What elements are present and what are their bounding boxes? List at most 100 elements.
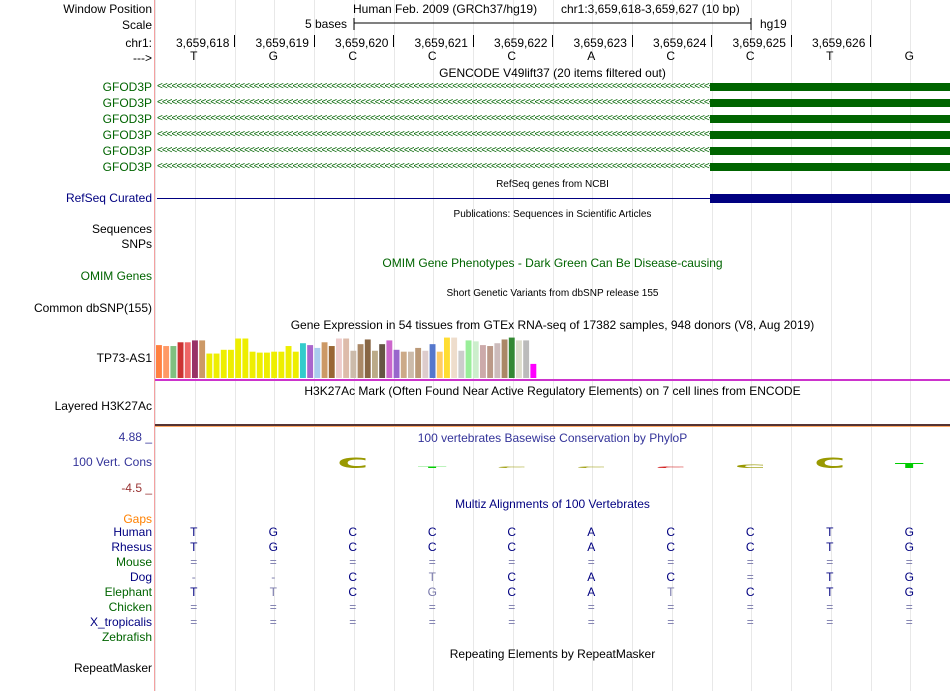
conservation-ymax: 4.88 _	[118, 430, 152, 444]
multiz-base: =	[190, 600, 198, 614]
gtex-tissue-bar[interactable]	[343, 338, 350, 378]
gencode-intron-arrows[interactable]: <<<<<<<<<<<<<<<<<<<<<<<<<<<<<<<<<<<<<<<<…	[157, 99, 710, 107]
gtex-tissue-bar[interactable]	[156, 345, 162, 378]
gtex-tissue-bar[interactable]	[271, 351, 278, 378]
multiz-species-label[interactable]: Dog	[129, 570, 152, 584]
gtex-tissue-bar[interactable]	[400, 351, 407, 378]
gtex-tissue-bar[interactable]	[444, 337, 450, 378]
gtex-tissue-bar[interactable]	[220, 349, 227, 378]
gtex-tissue-bar[interactable]	[307, 345, 314, 378]
gtex-tissue-bar[interactable]	[508, 337, 515, 378]
gtex-tissue-bar[interactable]	[379, 344, 386, 378]
gtex-tissue-bar[interactable]	[292, 351, 299, 378]
gtex-tissue-bar[interactable]	[278, 351, 285, 378]
refseq-label[interactable]: RefSeq Curated	[65, 191, 152, 205]
conservation-logo[interactable]: CTCCCCCTG	[155, 447, 950, 477]
gencode-exon[interactable]	[710, 131, 950, 139]
gtex-tissue-bar[interactable]	[199, 340, 206, 378]
gtex-tissue-bar[interactable]	[436, 351, 443, 378]
gtex-tissue-bar[interactable]	[350, 350, 357, 378]
sequences-label[interactable]: Sequences	[91, 222, 152, 236]
h3k27ac-label[interactable]: Layered H3K27Ac	[54, 399, 152, 413]
multiz-base: G	[904, 540, 914, 554]
multiz-base: C	[348, 525, 358, 539]
gtex-bar-chart[interactable]	[155, 330, 950, 384]
gtex-tissue-bar[interactable]	[429, 344, 436, 378]
gtex-tissue-bar[interactable]	[163, 346, 170, 378]
gencode-intron-arrows[interactable]: <<<<<<<<<<<<<<<<<<<<<<<<<<<<<<<<<<<<<<<<…	[157, 147, 710, 155]
gencode-item-label[interactable]: GFOD3P	[102, 96, 152, 110]
gtex-tissue-bar[interactable]	[393, 349, 400, 378]
gtex-tissue-bar[interactable]	[530, 363, 537, 378]
gtex-tissue-bar[interactable]	[314, 347, 321, 378]
gtex-tissue-bar[interactable]	[235, 338, 242, 378]
gtex-tissue-bar[interactable]	[192, 340, 198, 378]
gtex-tissue-bar[interactable]	[357, 344, 364, 378]
gtex-tissue-bar[interactable]	[458, 350, 465, 378]
gtex-tissue-bar[interactable]	[285, 346, 292, 378]
gtex-tissue-bar[interactable]	[501, 339, 508, 378]
gtex-tissue-bar[interactable]	[487, 346, 494, 378]
gtex-tissue-bar[interactable]	[451, 337, 458, 378]
gencode-item-label[interactable]: GFOD3P	[102, 160, 152, 174]
gtex-tissue-bar[interactable]	[480, 345, 486, 378]
gtex-tissue-bar[interactable]	[372, 350, 378, 378]
multiz-base: C	[507, 540, 517, 554]
multiz-species-label[interactable]: Zebrafish	[101, 630, 152, 644]
gtex-tissue-bar[interactable]	[364, 339, 371, 378]
gtex-tissue-bar[interactable]	[386, 340, 393, 378]
gtex-tissue-bar[interactable]	[494, 343, 501, 378]
gencode-item-label[interactable]: GFOD3P	[102, 112, 152, 126]
gencode-exon[interactable]	[710, 83, 950, 91]
gtex-tissue-bar[interactable]	[422, 350, 429, 378]
gencode-exon[interactable]	[710, 99, 950, 107]
gtex-tissue-bar[interactable]	[170, 346, 177, 378]
gtex-tissue-bar[interactable]	[256, 352, 263, 378]
dbsnp-label[interactable]: Common dbSNP(155)	[33, 301, 152, 315]
multiz-species-label[interactable]: Chicken	[108, 600, 152, 614]
grid-line	[830, 0, 832, 691]
gtex-tissue-bar[interactable]	[465, 340, 472, 378]
coordinate-tick-label: 3,659,619	[255, 36, 309, 50]
snps-label[interactable]: SNPs	[121, 237, 152, 251]
multiz-species-label[interactable]: Elephant	[104, 585, 152, 599]
gtex-tissue-bar[interactable]	[516, 340, 522, 378]
position-readout[interactable]: chr1:3,659,618-3,659,627 (10 bp)	[561, 2, 740, 16]
gencode-intron-arrows[interactable]: <<<<<<<<<<<<<<<<<<<<<<<<<<<<<<<<<<<<<<<<…	[157, 83, 710, 91]
multiz-species-label[interactable]: Rhesus	[111, 540, 152, 554]
gtex-tissue-bar[interactable]	[264, 352, 270, 378]
gtex-tissue-bar[interactable]	[242, 338, 249, 378]
gtex-tissue-bar[interactable]	[206, 353, 213, 378]
gtex-tissue-bar[interactable]	[321, 342, 328, 378]
gtex-tissue-bar[interactable]	[213, 353, 220, 378]
multiz-species-label[interactable]: Human	[113, 525, 152, 539]
h3k27ac-signal	[155, 424, 950, 426]
gencode-intron-arrows[interactable]: <<<<<<<<<<<<<<<<<<<<<<<<<<<<<<<<<<<<<<<<…	[157, 163, 710, 171]
gencode-intron-arrows[interactable]: <<<<<<<<<<<<<<<<<<<<<<<<<<<<<<<<<<<<<<<<…	[157, 131, 710, 139]
gtex-tissue-bar[interactable]	[415, 347, 422, 378]
gencode-exon[interactable]	[710, 147, 950, 155]
gtex-label[interactable]: TP73-AS1	[96, 351, 152, 365]
gtex-tissue-bar[interactable]	[184, 342, 191, 378]
gtex-tissue-bar[interactable]	[300, 343, 306, 378]
gtex-tissue-bar[interactable]	[228, 349, 234, 378]
gencode-exon[interactable]	[710, 115, 950, 123]
gencode-intron-arrows[interactable]: <<<<<<<<<<<<<<<<<<<<<<<<<<<<<<<<<<<<<<<<…	[157, 115, 710, 123]
gencode-exon[interactable]	[710, 163, 950, 171]
gtex-tissue-bar[interactable]	[177, 342, 184, 378]
gtex-tissue-bar[interactable]	[408, 351, 414, 378]
gencode-item-label[interactable]: GFOD3P	[102, 144, 152, 158]
multiz-species-label[interactable]: Mouse	[115, 555, 152, 569]
gencode-item-label[interactable]: GFOD3P	[102, 128, 152, 142]
repeatmasker-label[interactable]: RepeatMasker	[73, 661, 152, 675]
refseq-exon[interactable]	[710, 194, 950, 203]
gtex-tissue-bar[interactable]	[249, 351, 256, 378]
gtex-tissue-bar[interactable]	[328, 346, 335, 378]
gencode-item-label[interactable]: GFOD3P	[102, 80, 152, 94]
multiz-species-label[interactable]: X_tropicalis	[89, 615, 152, 629]
gtex-tissue-bar[interactable]	[336, 338, 342, 378]
gtex-tissue-bar[interactable]	[523, 340, 530, 378]
conservation-label[interactable]: 100 Vert. Cons	[72, 455, 152, 469]
omim-label[interactable]: OMIM Genes	[80, 269, 152, 283]
gtex-tissue-bar[interactable]	[472, 341, 479, 378]
